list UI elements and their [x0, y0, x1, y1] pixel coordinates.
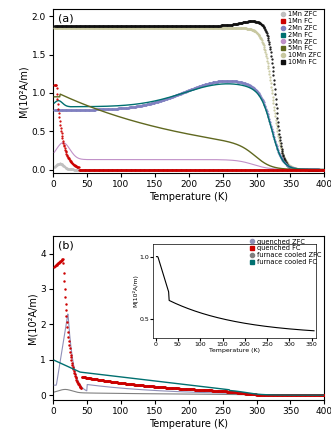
Text: (a): (a) [58, 14, 74, 24]
Legend: quenched ZFC, quenched FC, furnace cooled ZFC, furnace cooled FC: quenched ZFC, quenched FC, furnace coole… [248, 238, 322, 266]
Legend: 1Mn ZFC, 1Mn FC, 2Mn ZFC, 2Mn FC, 5Mn ZFC, 5Mn FC, 10Mn ZFC, 10Mn FC: 1Mn ZFC, 1Mn FC, 2Mn ZFC, 2Mn FC, 5Mn ZF… [279, 11, 322, 66]
Y-axis label: M(10²A/m): M(10²A/m) [27, 292, 37, 344]
X-axis label: Temperature (K): Temperature (K) [149, 419, 228, 429]
Y-axis label: M(10²A/m): M(10²A/m) [19, 65, 29, 117]
X-axis label: Temperature (K): Temperature (K) [149, 192, 228, 202]
Text: (b): (b) [58, 241, 74, 251]
